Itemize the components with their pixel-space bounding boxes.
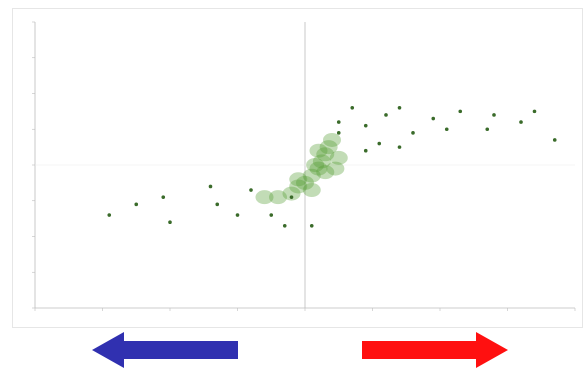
dense-cluster-blob [316,165,335,180]
data-point [377,141,382,146]
data-point [532,109,537,114]
dense-cluster-blob [323,132,341,147]
data-point [282,223,287,228]
dense-cluster-blob [269,190,287,205]
data-point [336,131,341,135]
dense-cluster-blob [282,186,301,201]
data-point [363,148,368,153]
dense-cluster-blob [306,158,325,172]
dense-cluster-blob [289,172,308,187]
data-point [215,202,220,207]
data-point [431,116,436,121]
data-point [492,113,496,117]
data-point [363,123,368,128]
data-point [269,213,274,217]
data-point [336,120,341,124]
data-point [411,131,415,135]
data-point [444,127,449,132]
left-arrow [92,332,238,368]
data-point [485,127,490,132]
data-point [289,195,294,199]
data-point [168,220,172,224]
data-point [249,188,253,192]
data-point [397,145,402,149]
dense-cluster-blob [309,161,328,176]
data-point [552,138,557,142]
dense-cluster-blob [296,175,314,190]
dense-cluster-blob [255,190,274,205]
data-point [309,223,314,228]
data-point [134,202,139,207]
data-point [161,195,166,199]
right-arrow [362,332,508,368]
dense-cluster-blob [326,161,345,176]
data-point [107,213,112,217]
data-point [384,113,388,117]
dense-cluster-blob [319,140,338,155]
dense-cluster-blob [316,147,335,162]
dense-cluster-blob [302,168,321,183]
dense-cluster-blob [329,150,348,165]
data-point [235,213,240,217]
data-point [397,106,402,110]
scatter-plot [32,21,576,311]
data-point [208,184,213,189]
dense-cluster-blob [289,179,308,194]
data-point [458,109,463,114]
dense-cluster-blob [309,143,328,158]
data-point [350,106,355,110]
plot-frame [12,8,583,328]
data-point [519,120,523,124]
dense-cluster-blob [312,154,331,169]
dense-cluster-blob [302,183,321,198]
